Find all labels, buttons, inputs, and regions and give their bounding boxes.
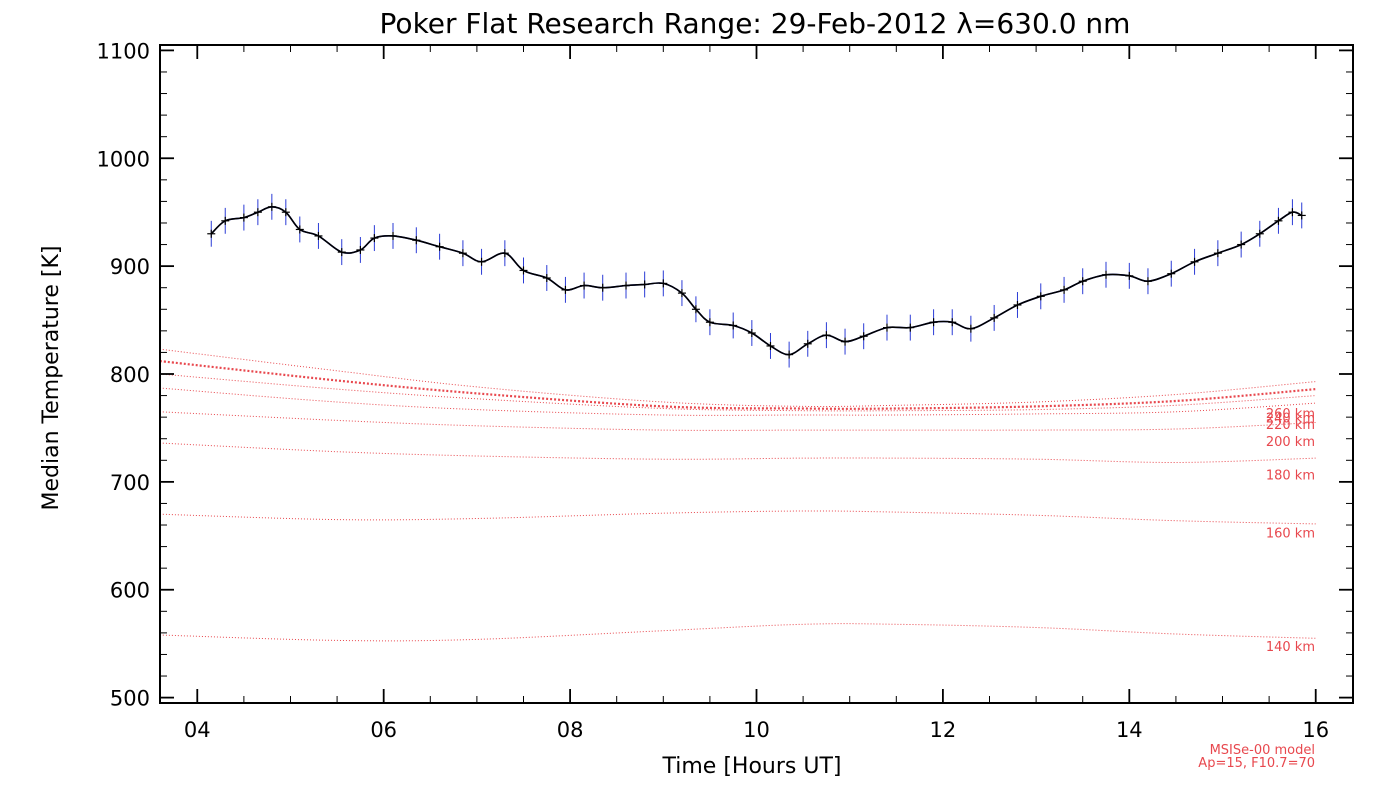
x-tick-label: 10 bbox=[743, 718, 770, 742]
x-tick-label: 08 bbox=[557, 718, 584, 742]
y-tick-label: 800 bbox=[110, 363, 150, 387]
axes: 04 06 08 10 12 14 16 500 600 700 800 900 1000 1100 bbox=[97, 39, 1353, 742]
x-tick-label: 16 bbox=[1302, 718, 1329, 742]
model-line-160km bbox=[160, 510, 1316, 525]
model-note-line-1: MSISe-00 model bbox=[1210, 743, 1315, 758]
x-tick-label: 12 bbox=[930, 718, 957, 742]
x-tick-label: 04 bbox=[184, 718, 211, 742]
model-line-upper bbox=[160, 348, 1316, 408]
model-line-140km bbox=[160, 623, 1316, 642]
plot-frame bbox=[159, 44, 1354, 704]
altitude-label-160km: 160 km bbox=[1266, 527, 1315, 542]
model-note-line-2: Ap=15, F10.7=70 bbox=[1198, 756, 1315, 771]
y-tick-label: 700 bbox=[110, 471, 150, 495]
altitude-label-240km: 240 km bbox=[1266, 411, 1315, 426]
altitude-label-140km: 140 km bbox=[1266, 640, 1315, 655]
x-tick-label: 14 bbox=[1116, 718, 1143, 742]
chart-title: Poker Flat Research Range: 29-Feb-2012 λ… bbox=[380, 7, 1131, 40]
x-axis-label: Time [Hours UT] bbox=[662, 754, 842, 779]
altitude-label-260km: 260 km bbox=[1266, 407, 1315, 422]
y-tick-label: 1100 bbox=[97, 39, 150, 63]
y-tick-label: 1000 bbox=[97, 147, 150, 171]
altitude-label-220km: 220 km bbox=[1266, 418, 1315, 433]
x-tick-label: 06 bbox=[370, 718, 397, 742]
altitude-label-180km: 180 km bbox=[1266, 468, 1315, 483]
y-tick-label: 500 bbox=[110, 687, 150, 711]
model-line-260km bbox=[160, 360, 1316, 410]
model-line-180km bbox=[160, 442, 1316, 464]
model-lines bbox=[160, 348, 1316, 642]
altitude-label-200km: 200 km bbox=[1266, 435, 1315, 450]
y-tick-label: 600 bbox=[110, 579, 150, 603]
y-tick-label: 900 bbox=[110, 255, 150, 279]
model-line-200km bbox=[160, 411, 1316, 431]
model-line-240km bbox=[160, 373, 1316, 412]
y-axis-label: Median Temperature [K] bbox=[39, 246, 64, 511]
measurement-data bbox=[207, 193, 1306, 368]
